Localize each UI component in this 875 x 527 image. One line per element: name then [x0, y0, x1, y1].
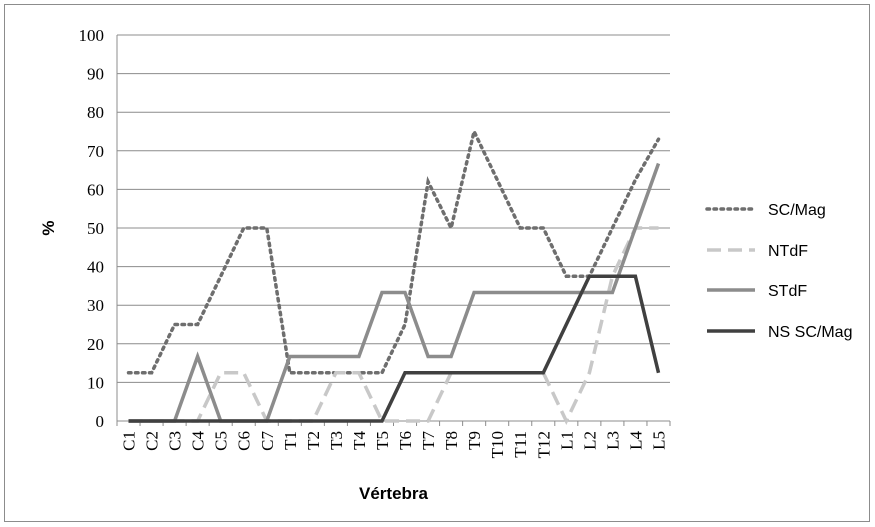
x-tick-label: C5	[212, 431, 231, 451]
x-tick-label: C6	[235, 431, 254, 451]
y-tick-label: 0	[96, 412, 105, 431]
x-tick-label: L3	[603, 431, 622, 450]
x-tick-label: L2	[580, 431, 599, 450]
y-tick-label: 20	[87, 335, 104, 354]
x-tick-label: T12	[534, 431, 553, 458]
x-tick-label: T1	[281, 431, 300, 450]
x-tick-label: T7	[419, 431, 438, 450]
x-tick-label: L1	[557, 431, 576, 450]
series-line-1	[126, 126, 661, 375]
x-tick-label: C4	[189, 431, 208, 451]
x-tick-label: T9	[465, 431, 484, 450]
y-tick-label: 90	[87, 65, 104, 84]
y-tick-label: 100	[79, 26, 105, 45]
x-tick-label: L4	[626, 431, 645, 450]
y-axis: 0 10 20 30 40 50 60 70 80 90 100	[79, 26, 118, 431]
gridlines	[117, 34, 670, 383]
x-tick-label: L5	[649, 431, 668, 450]
x-tick-label: T4	[350, 431, 369, 450]
y-axis-title: %	[39, 220, 58, 235]
x-axis: C1 C2 C3 C4 C5 C6 C7 T1 T2 T3 T4 T5 T6 T7 T8 T9 T10 T11 T1…	[116, 420, 671, 458]
x-tick-label: T2	[304, 431, 323, 450]
y-tick-label: 30	[87, 296, 104, 315]
series-lines	[126, 126, 661, 426]
x-tick-label: T10	[488, 431, 507, 458]
chart-frame	[4, 4, 870, 522]
y-tick-label: 10	[87, 373, 104, 392]
legend: SC/Mag NTdF STdF NS SC/Mag	[705, 202, 852, 341]
x-tick-label: C3	[166, 431, 185, 451]
legend-label-3: STdF	[768, 283, 807, 300]
legend-label-4: NS SC/Mag	[768, 324, 852, 341]
x-tick-label: T6	[396, 431, 415, 450]
y-tick-label: 50	[87, 219, 104, 238]
x-tick-label: T5	[373, 431, 392, 450]
x-tick-label: C7	[258, 431, 277, 451]
y-tick-label: 80	[87, 103, 104, 122]
series-line-2	[128, 226, 659, 426]
legend-label-1: SC/Mag	[768, 202, 826, 219]
x-tick-label: C1	[120, 431, 139, 451]
legend-label-2: NTdF	[768, 243, 808, 260]
x-axis-title: Vértebra	[359, 484, 429, 503]
y-tick-label: 70	[87, 142, 104, 161]
series-line-4	[128, 274, 661, 423]
x-tick-label: C2	[143, 431, 162, 451]
x-tick-label: T11	[511, 431, 530, 458]
x-tick-label: T8	[442, 431, 461, 450]
x-tick-label: T3	[327, 431, 346, 450]
y-tick-label: 60	[87, 180, 104, 199]
y-tick-label: 40	[87, 258, 104, 277]
series-line-3	[128, 162, 661, 423]
